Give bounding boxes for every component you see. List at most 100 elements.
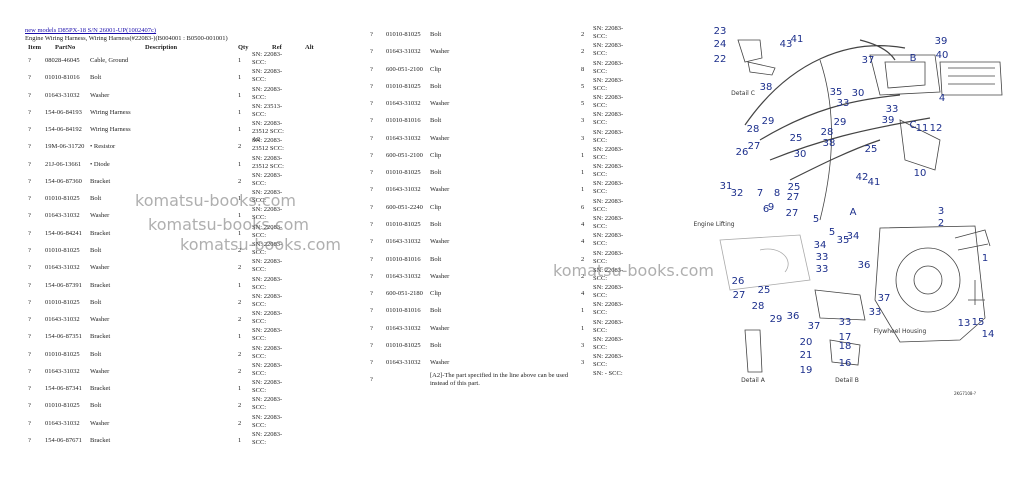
part-no: 01643-31032 <box>45 264 80 272</box>
description: Cable, Ground <box>90 57 129 64</box>
diagram-label: Flywheel Housing <box>874 328 927 335</box>
ref: SN: 22083-SCC: <box>252 68 283 84</box>
part-no: 01643-31032 <box>386 272 421 280</box>
callout: 10 <box>914 168 927 179</box>
callout: 35 <box>837 235 850 246</box>
ref: SN: 22083-SCC: <box>593 197 624 213</box>
part-no: 01010-81025 <box>45 195 80 203</box>
callout: 14 <box>982 329 995 340</box>
qty: 1 <box>238 281 242 289</box>
ref: SN: 22083-SCC: <box>252 240 283 256</box>
description: Clip <box>430 290 442 298</box>
watermark: komatsu-books.com <box>148 215 309 234</box>
note: [A2]-The part specified in the line abov… <box>430 372 569 387</box>
callout: C <box>910 120 917 131</box>
callout: 17 <box>839 332 852 343</box>
callout: 29 <box>770 314 783 325</box>
part-no: 154-06-87391 <box>45 281 82 289</box>
part-no: 01010-81025 <box>45 350 80 358</box>
callout: 27 <box>733 290 746 301</box>
ref: SN: 22083-SCC: <box>252 223 283 239</box>
qty: 1 <box>581 151 585 159</box>
callout: 28 <box>747 124 760 135</box>
part-no: 01010-81025 <box>45 246 80 254</box>
callout: 42 <box>856 172 869 183</box>
description: Washer <box>430 272 450 280</box>
part-no: 01643-31032 <box>45 316 80 324</box>
callout: 25 <box>758 285 771 296</box>
callout: 25 <box>865 144 878 155</box>
part-no: 01643-31032 <box>386 238 421 246</box>
watermark: komatsu-books.com <box>553 261 714 280</box>
callout: 5 <box>829 227 835 238</box>
qty: 2 <box>238 419 242 427</box>
callout: 28 <box>752 301 765 312</box>
part-no: 01643-31032 <box>45 91 80 99</box>
qty: 4 <box>581 220 585 228</box>
ref: SN: 22083-SCC: <box>593 249 624 265</box>
callout: 1 <box>982 253 988 264</box>
model-link[interactable]: new models D85PX-18 S/N 26001-UP(1002407… <box>25 27 157 34</box>
description: Washer <box>90 264 110 272</box>
part-no: 01010-81025 <box>386 169 421 177</box>
item: ? <box>370 169 373 177</box>
engine-block <box>874 225 986 343</box>
callout: 9 <box>768 202 774 213</box>
ref: SN: 23513-SCC: <box>252 102 283 118</box>
description: Bolt <box>90 74 102 82</box>
callout: 33 <box>816 252 829 263</box>
ref: SN: 22083-23512 SCC: A2 <box>252 120 284 144</box>
ref: SN: 22083-SCC: <box>593 353 624 369</box>
callout: A <box>850 207 857 218</box>
description: Bracket <box>90 333 111 341</box>
part-no: 01643-31032 <box>45 419 80 427</box>
qty: 2 <box>238 350 242 358</box>
description: Washer <box>430 359 450 367</box>
item: ? <box>28 367 31 375</box>
ref: SN: 22083-SCC: <box>593 59 624 75</box>
qty: 1 <box>238 212 242 220</box>
part-no: 01643-31032 <box>386 324 421 332</box>
part-no: 01643-31032 <box>386 100 421 108</box>
qty: 1 <box>238 436 242 444</box>
callout: 34 <box>814 240 827 251</box>
qty: 2 <box>238 246 242 254</box>
part-no: 01643-31032 <box>386 359 421 367</box>
bracket-c <box>737 39 776 76</box>
qty: 1 <box>238 229 242 237</box>
detail-b-bracket <box>814 289 866 366</box>
item: ? <box>370 186 373 194</box>
diagram-label: Detail B <box>835 377 859 384</box>
item: ? <box>28 57 31 64</box>
description: Washer <box>430 238 450 246</box>
part-no: 600-051-2240 <box>386 203 423 211</box>
description: Bolt <box>430 169 442 177</box>
callout: 8 <box>774 188 780 199</box>
description: Bracket <box>90 436 111 444</box>
qty: 3 <box>581 341 585 349</box>
part-no: 01010-81025 <box>45 298 80 306</box>
ref: SN: 22083-SCC: <box>252 51 283 66</box>
part-no: 154-06-87671 <box>45 436 82 444</box>
item: ? <box>28 350 31 358</box>
item: ? <box>28 126 31 134</box>
callout: 40 <box>936 50 949 61</box>
callout: 2 <box>938 218 944 229</box>
ref: SN: 22083-SCC: <box>593 266 624 282</box>
subtitle: Engine Wiring Harness, Wiring Harness(#2… <box>25 35 228 42</box>
column-header: Qty <box>238 44 249 51</box>
item: ? <box>28 143 31 151</box>
callout: 43 <box>780 39 793 50</box>
ref: SN: 22083-SCC: <box>593 318 624 334</box>
part-no: 01010-81016 <box>386 307 421 315</box>
qty: 1 <box>238 57 242 64</box>
description: Clip <box>430 65 442 73</box>
callout: 33 <box>839 317 852 328</box>
ref: SN: 22083-SCC: <box>252 430 283 446</box>
qty: 2 <box>238 177 242 185</box>
item: ? <box>28 264 31 272</box>
callout: 37 <box>878 293 891 304</box>
part-no: 154-06-84241 <box>45 229 82 237</box>
qty: 3 <box>581 359 585 367</box>
